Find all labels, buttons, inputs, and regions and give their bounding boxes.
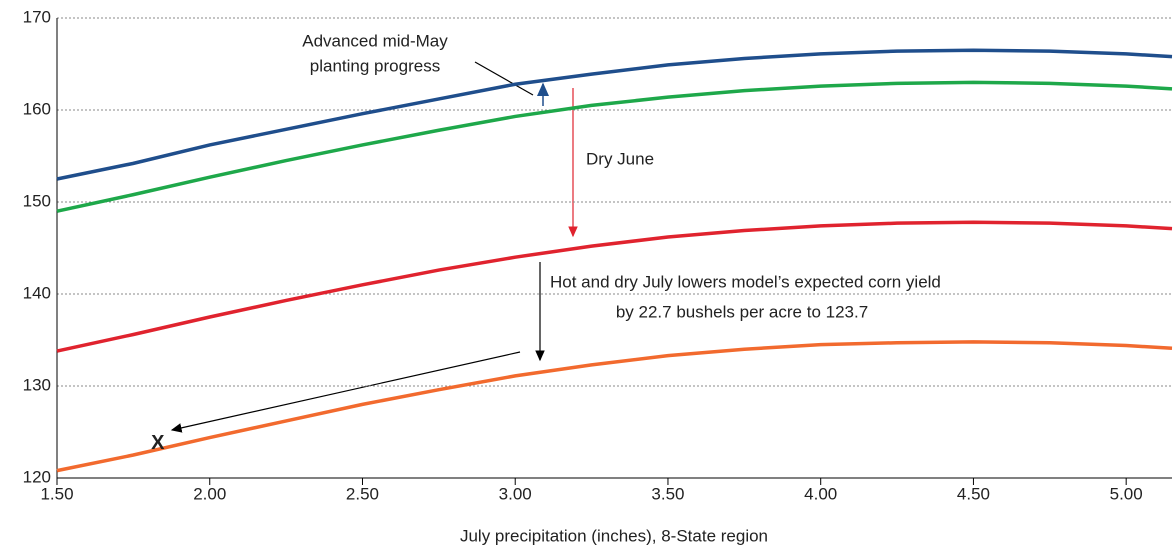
- annotation: by 22.7 bushels per acre to 123.7: [616, 302, 868, 321]
- leader-line: [474, 61, 534, 96]
- series-line: [56, 48, 1173, 181]
- arrow: [170, 351, 521, 433]
- series-line: [56, 80, 1173, 213]
- y-tick-label: 120: [23, 467, 51, 486]
- series-line: [56, 220, 1173, 353]
- x-tick-label: 1.50: [40, 484, 73, 503]
- x-axis-label: July precipitation (inches), 8-State reg…: [460, 526, 768, 545]
- y-tick-label: 170: [23, 7, 51, 26]
- x-tick-label: 2.00: [193, 484, 226, 503]
- y-tick-label: 150: [23, 191, 51, 210]
- x-tick-label: 3.50: [651, 484, 684, 503]
- x-tick-label: 5.00: [1110, 484, 1143, 503]
- x-tick-label: 3.00: [499, 484, 532, 503]
- y-tick-label: 130: [23, 375, 51, 394]
- x-tick-label: 2.50: [346, 484, 379, 503]
- y-tick-label: 160: [23, 99, 51, 118]
- annotation: planting progress: [310, 56, 440, 75]
- point-marker: X: [151, 432, 165, 454]
- annotation: Advanced mid-May: [302, 31, 448, 50]
- x-tick-label: 4.50: [957, 484, 990, 503]
- annotation: Dry June: [586, 149, 654, 168]
- annotation: Hot and dry July lowers model’s expected…: [550, 272, 941, 291]
- x-tick-label: 4.00: [804, 484, 837, 503]
- series-line: [56, 340, 1173, 473]
- y-tick-label: 140: [23, 283, 51, 302]
